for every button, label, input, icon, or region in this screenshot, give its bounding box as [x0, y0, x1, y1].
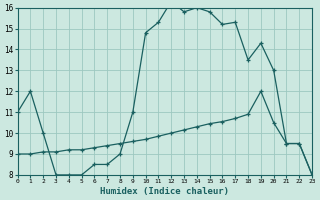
X-axis label: Humidex (Indice chaleur): Humidex (Indice chaleur): [100, 187, 229, 196]
